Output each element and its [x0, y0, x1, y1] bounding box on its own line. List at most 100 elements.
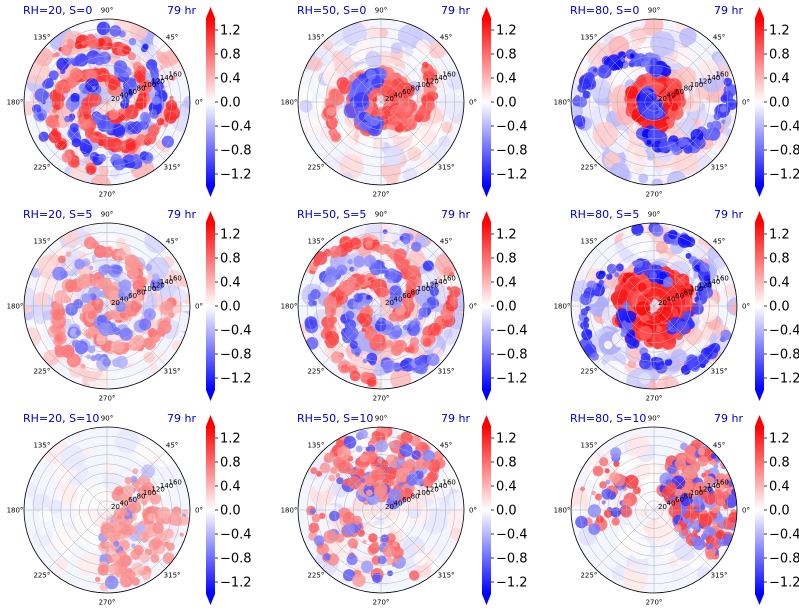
panel-title: RH=50, S=5	[297, 208, 366, 221]
field-cell	[132, 154, 142, 163]
colorbar-gradient	[206, 18, 215, 186]
field-cell	[307, 56, 323, 72]
vorticity-field	[24, 19, 190, 185]
field-cell	[48, 70, 59, 81]
field-cell	[640, 60, 648, 68]
colorbar-tick-label: −0.4	[496, 120, 528, 135]
field-cell	[380, 288, 390, 297]
angle-tick-label: 270°	[99, 599, 116, 607]
field-cell	[127, 52, 136, 61]
field-cell	[414, 356, 423, 366]
colorbar-tick-label: −0.8	[769, 144, 799, 159]
field-cell	[674, 524, 682, 532]
field-cell	[609, 472, 621, 484]
field-cell	[130, 290, 143, 303]
field-cell	[634, 80, 641, 87]
panel-title: RH=50, S=10	[297, 412, 373, 425]
field-cell	[139, 111, 151, 123]
vorticity-field	[298, 19, 464, 185]
field-cell	[106, 138, 116, 148]
colorbar-extend-high	[755, 415, 764, 426]
field-cell	[667, 141, 677, 151]
field-cell	[690, 520, 695, 525]
radial-tick-label: 140	[434, 74, 447, 82]
field-cell	[76, 274, 91, 289]
angle-tick-label: 180°	[554, 303, 571, 311]
field-cell	[390, 344, 403, 356]
colorbar: 1.20.80.40.0−0.4−0.8−1.2	[206, 211, 252, 401]
field-cell	[335, 439, 344, 448]
colorbar-tick-label: 0.8	[769, 252, 790, 267]
field-cell	[676, 137, 687, 148]
angle-tick-label: 270°	[646, 395, 663, 403]
field-cell	[97, 165, 109, 178]
field-cell	[52, 53, 57, 58]
field-cell	[159, 54, 170, 64]
field-cell	[380, 534, 389, 543]
field-cell	[707, 129, 719, 141]
colorbar-extend-low	[482, 594, 491, 605]
field-cell	[356, 38, 372, 54]
radial-tick-label: 160	[716, 274, 729, 282]
field-cell	[357, 529, 365, 537]
angle-tick-label: 315°	[711, 164, 728, 172]
panel-title: RH=80, S=5	[570, 208, 639, 221]
field-cell	[157, 320, 172, 335]
field-cell	[386, 324, 392, 330]
colorbar-tick-label: −1.2	[496, 168, 528, 183]
field-cell	[154, 91, 159, 96]
field-cell	[336, 477, 344, 485]
field-cell	[449, 296, 459, 306]
field-cell	[379, 249, 386, 255]
field-cell	[598, 279, 605, 286]
angle-tick-label: 0°	[195, 303, 203, 311]
colorbar-tick-label: 0.4	[769, 72, 790, 87]
field-cell	[424, 100, 436, 111]
field-cell	[692, 303, 704, 315]
field-cell	[89, 273, 94, 279]
field-cell	[147, 513, 156, 522]
colorbar-tick-label: −0.4	[496, 324, 528, 339]
field-cell	[617, 486, 623, 491]
field-cell	[307, 293, 316, 302]
field-cell	[630, 538, 651, 560]
field-cell	[426, 353, 440, 367]
field-cell	[128, 337, 142, 351]
field-cell	[164, 270, 184, 290]
field-cell	[82, 122, 87, 128]
field-cell	[385, 270, 390, 275]
angle-tick-label: 45°	[166, 237, 178, 245]
field-cell	[423, 497, 434, 507]
field-cell	[38, 131, 49, 142]
field-cell	[584, 329, 592, 337]
radial-tick-label: 40	[120, 499, 129, 507]
field-cell	[98, 54, 105, 60]
field-cell	[610, 447, 622, 459]
field-cell	[359, 453, 369, 463]
field-cell	[87, 37, 99, 49]
field-cell	[638, 325, 653, 340]
colorbar-tick-label: 1.2	[220, 432, 241, 447]
colorbar-tick-label: −0.4	[769, 528, 799, 543]
radial-tick-label: 160	[443, 70, 456, 78]
angular-gridline	[595, 101, 655, 161]
angle-tick-label: 90°	[375, 7, 387, 15]
colorbar-tick-label: −0.4	[220, 528, 252, 543]
field-cell	[77, 251, 87, 260]
field-cell	[153, 81, 164, 92]
field-cell	[382, 229, 388, 235]
field-cell	[97, 38, 105, 46]
angle-tick-label: 135°	[33, 33, 50, 41]
radial-tick-label: 40	[667, 295, 676, 303]
field-cell	[81, 41, 86, 46]
angle-tick-label: 0°	[742, 303, 750, 311]
angle-tick-label: 180°	[7, 99, 24, 107]
polar-frame	[297, 18, 465, 186]
angle-tick-label: 135°	[580, 441, 597, 449]
colorbar-gradient	[755, 426, 764, 594]
field-cell	[101, 549, 107, 555]
field-cell	[661, 95, 667, 102]
field-cell	[599, 364, 621, 386]
field-cell	[647, 127, 662, 142]
